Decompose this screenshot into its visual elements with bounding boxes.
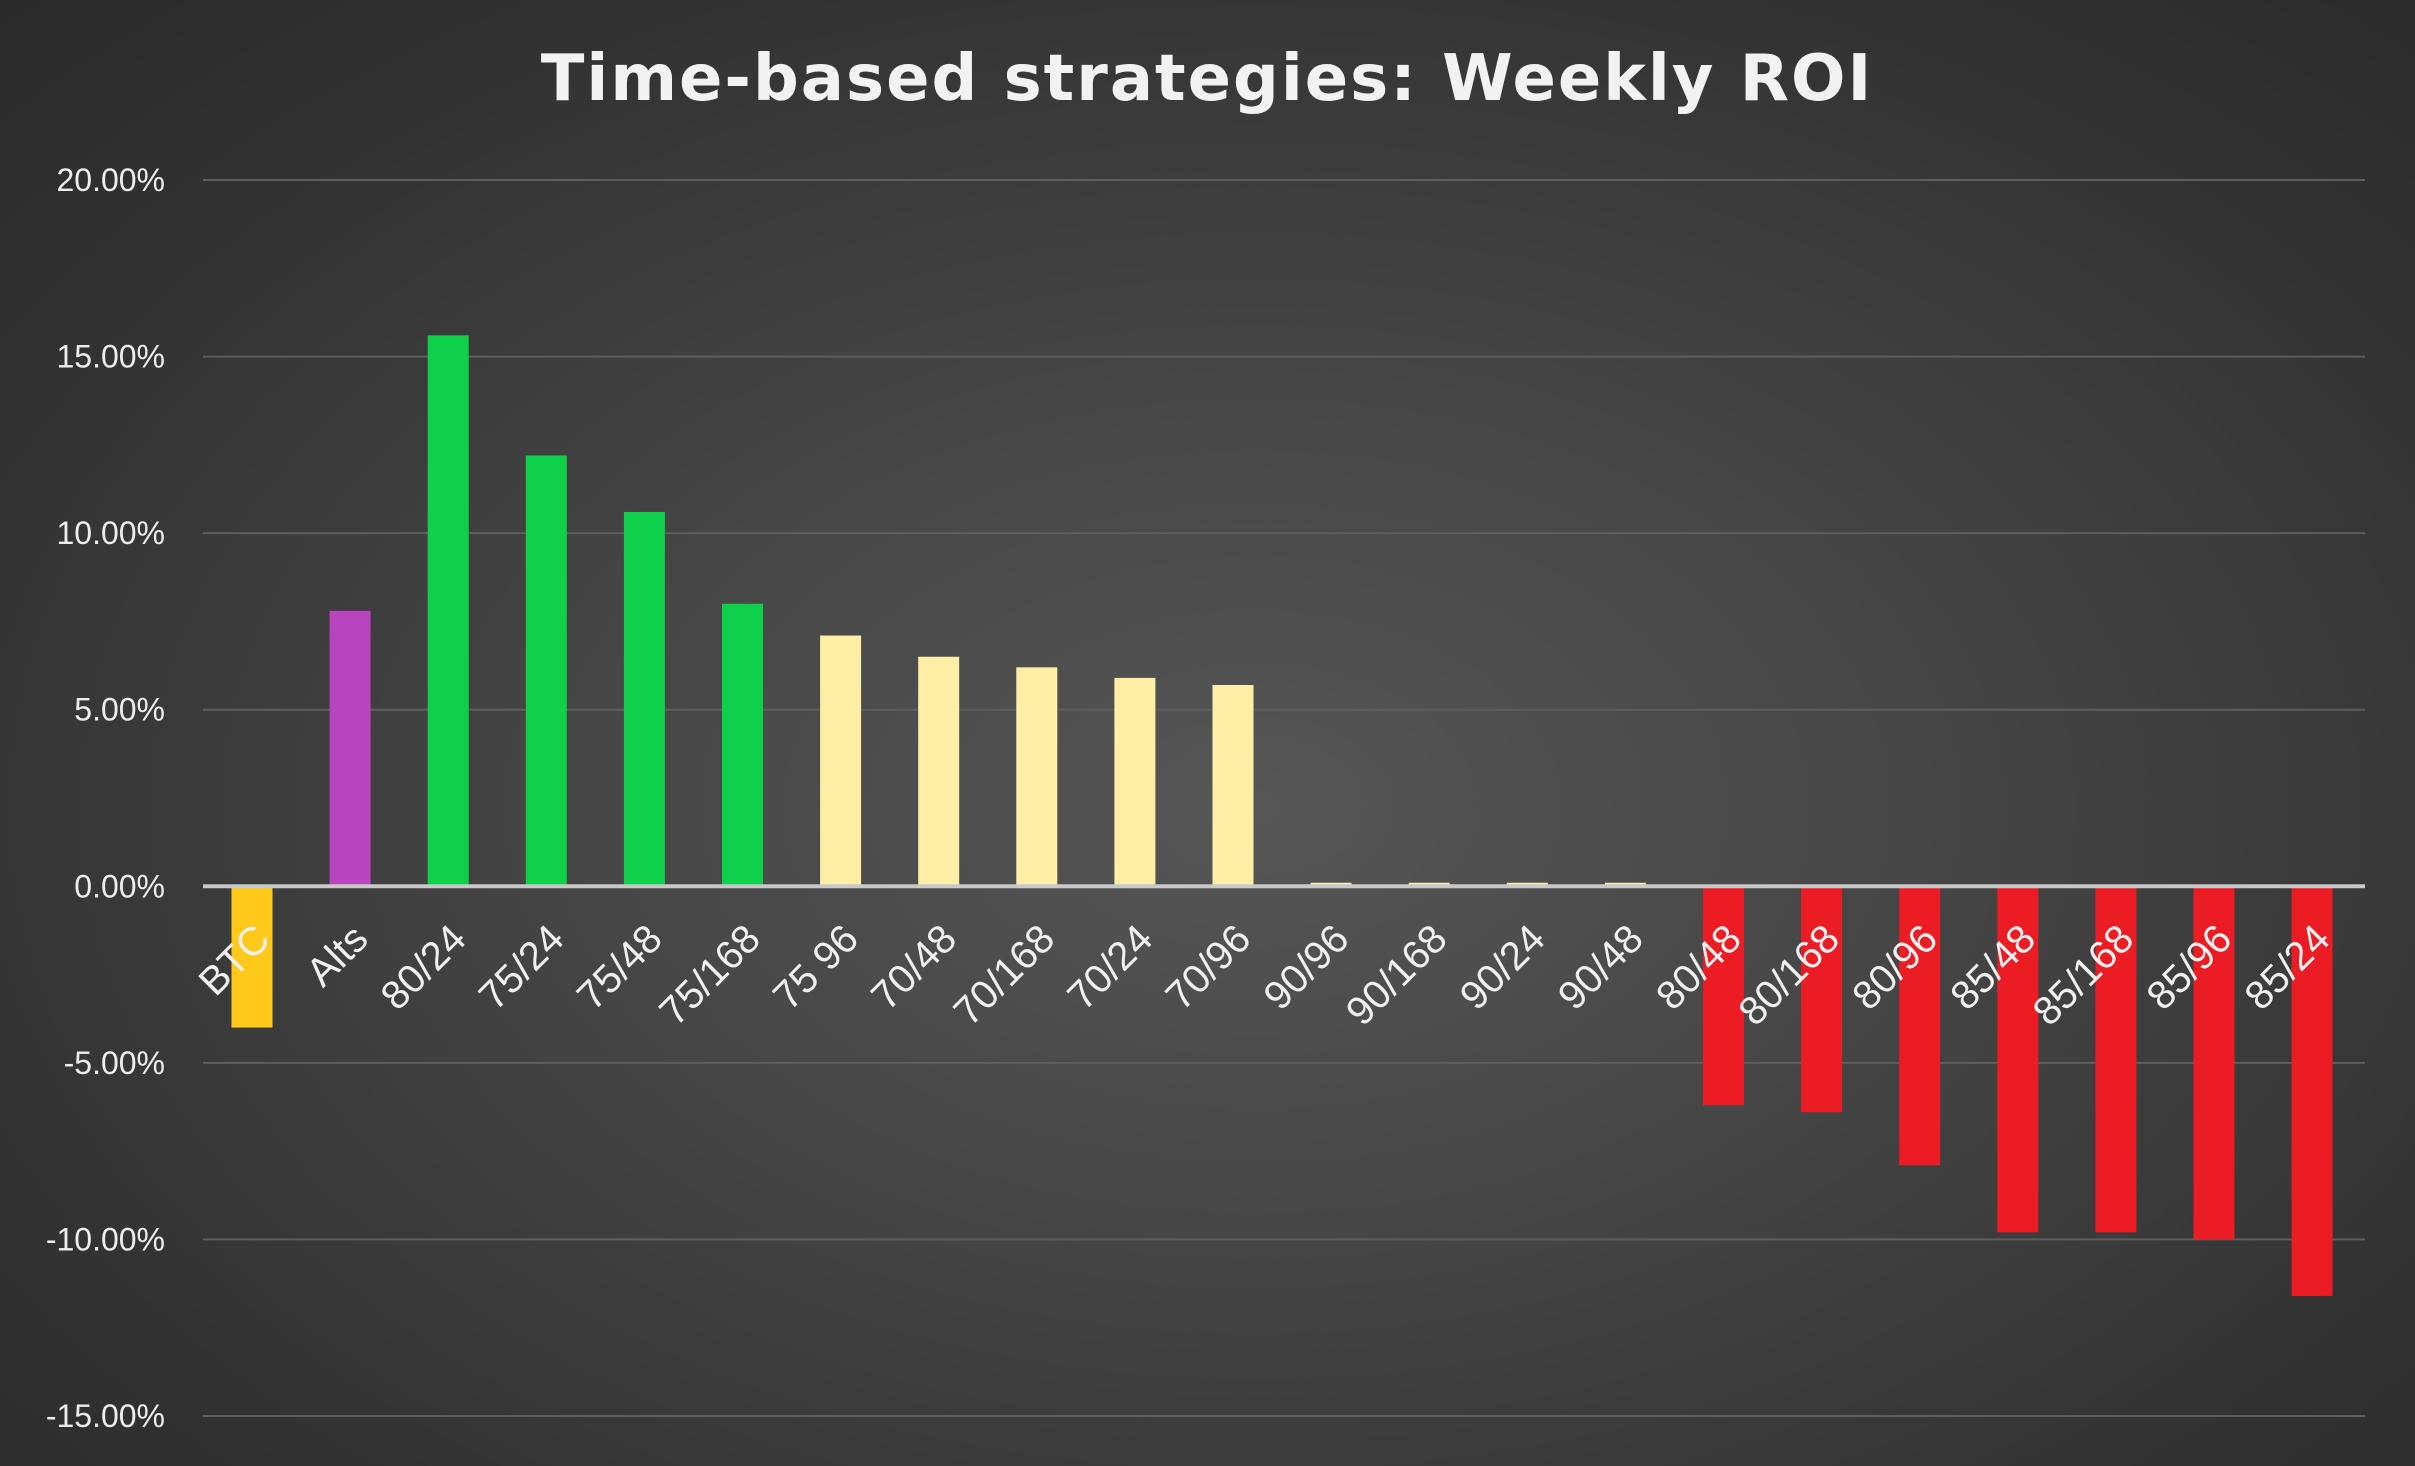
- bar-85-96: [2193, 886, 2235, 1240]
- x-tick-label: 80/24: [373, 917, 475, 1019]
- y-tick-label: -10.00%: [46, 1221, 165, 1257]
- y-tick-label: 10.00%: [56, 515, 165, 551]
- y-tick-label: 0.00%: [74, 868, 165, 904]
- y-tick-label: 5.00%: [74, 692, 165, 728]
- x-tick-label: 75/24: [471, 917, 573, 1019]
- chart-title: Time-based strategies: Weekly ROI: [541, 42, 1874, 116]
- y-tick-label: 20.00%: [56, 162, 165, 198]
- bars: [231, 335, 2333, 1296]
- bar-75-48: [623, 511, 665, 887]
- bar-75-96: [820, 635, 862, 887]
- bar-75-24: [525, 455, 567, 887]
- y-tick-label: 15.00%: [56, 339, 165, 375]
- bar-70-48: [918, 656, 960, 887]
- bar-alts: [329, 610, 371, 887]
- bar-85-24: [2291, 886, 2333, 1296]
- bar-85-48: [1997, 886, 2039, 1233]
- bar-70-168: [1016, 667, 1058, 887]
- x-tick-label: 90/48: [1550, 917, 1652, 1019]
- bar-85-168: [2095, 886, 2137, 1233]
- bar-80-24: [427, 335, 469, 887]
- x-tick-label: 70/24: [1059, 917, 1161, 1019]
- x-tick-label: 90/24: [1452, 917, 1554, 1019]
- y-tick-label: -15.00%: [46, 1398, 165, 1434]
- bar-75-168: [722, 603, 763, 887]
- bar-80-48: [1703, 886, 1744, 1106]
- bar-btc: [231, 886, 273, 1028]
- y-axis-labels: 20.00% 15.00% 10.00% 5.00% 0.00% -5.00% -10.00…: [46, 162, 165, 1434]
- x-tick-label: 70/96: [1157, 917, 1259, 1019]
- bar-80-168: [1801, 886, 1843, 1113]
- x-tick-label: 75/168: [651, 917, 769, 1035]
- bar-80-96: [1899, 886, 1941, 1166]
- x-tick-label: 75 96: [765, 917, 867, 1019]
- x-tick-label: Alts: [298, 917, 376, 995]
- bar-70-24: [1114, 677, 1156, 887]
- y-tick-label: -5.00%: [64, 1045, 165, 1081]
- bar-70-96: [1212, 684, 1254, 887]
- x-tick-label: 90/168: [1338, 917, 1456, 1035]
- x-tick-label: 70/168: [946, 917, 1064, 1035]
